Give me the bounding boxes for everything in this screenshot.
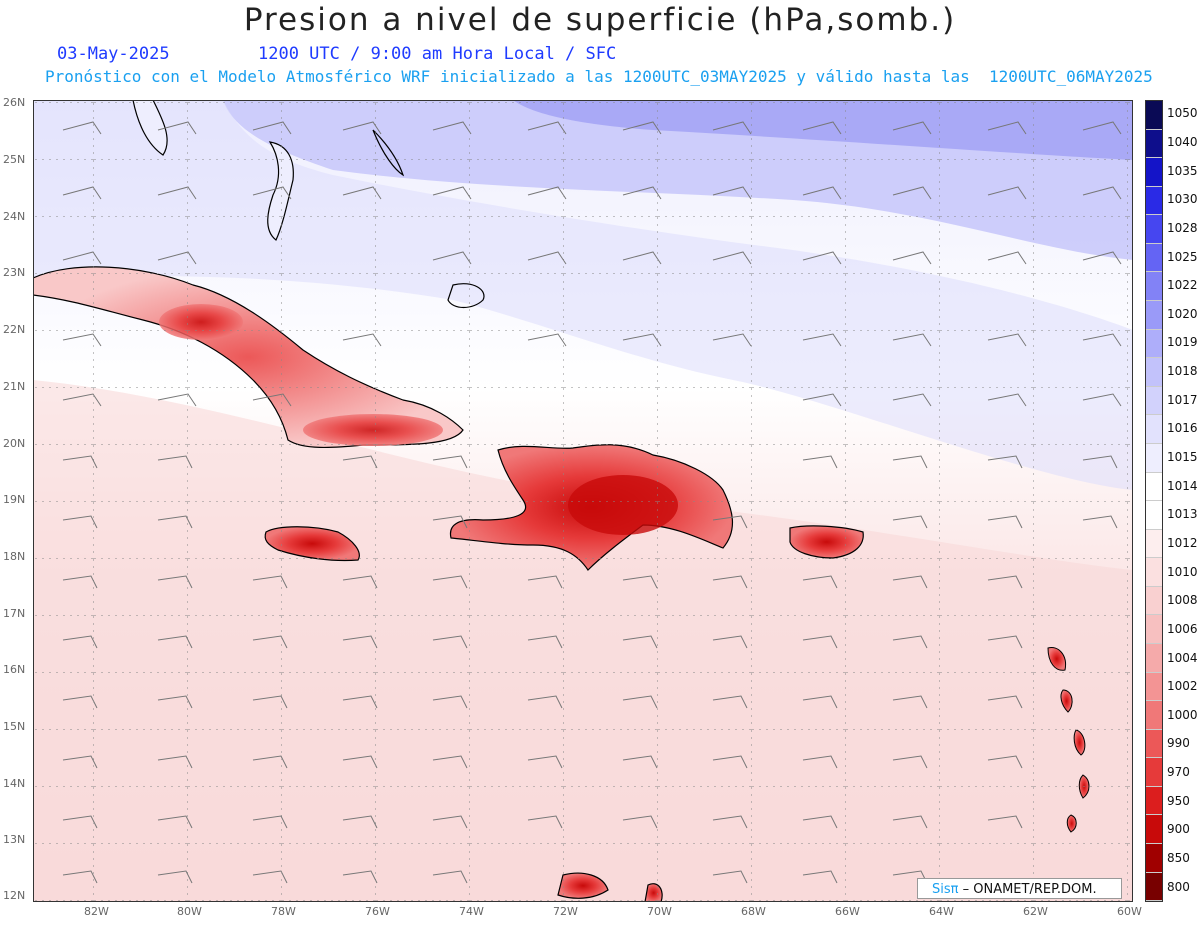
colorbar-cell <box>1146 243 1162 273</box>
colorbar-label: 1015 <box>1167 450 1198 465</box>
lat-label-12n: 12N <box>3 889 26 902</box>
colorbar-cell <box>1146 215 1162 244</box>
sispi-logo: Sisπ <box>932 882 959 897</box>
lon-label-80w: 80W <box>177 905 202 918</box>
colorbar-label: 1014 <box>1167 478 1198 493</box>
colorbar-label: 1018 <box>1167 364 1198 379</box>
lon-label-66w: 66W <box>835 905 860 918</box>
colorbar-label: 1040 <box>1167 134 1198 149</box>
colorbar-label: 1010 <box>1167 564 1198 579</box>
colorbar-cell <box>1146 443 1162 473</box>
colorbar-cell <box>1146 186 1162 216</box>
lon-label-60w: 60W <box>1117 905 1142 918</box>
colorbar-cell <box>1146 672 1162 702</box>
colorbar-cell <box>1146 872 1162 902</box>
colorbar-label: 1002 <box>1167 679 1198 694</box>
colorbar-cell <box>1146 529 1162 559</box>
colorbar-label: 1016 <box>1167 421 1198 436</box>
forecast-time: 1200 UTC / 9:00 am Hora Local / SFC <box>258 44 617 64</box>
pressure-map <box>33 100 1133 902</box>
colorbar-cell <box>1146 643 1162 673</box>
colorbar-cell <box>1146 701 1162 730</box>
colorbar-cell <box>1146 129 1162 159</box>
lon-label-62w: 62W <box>1023 905 1048 918</box>
colorbar-label: 1020 <box>1167 306 1198 321</box>
lon-label-74w: 74W <box>459 905 484 918</box>
lat-label-16n: 16N <box>3 663 26 676</box>
colorbar-cell <box>1146 729 1162 759</box>
lat-label-26n: 26N <box>3 96 26 109</box>
lat-label-18n: 18N <box>3 550 26 563</box>
colorbar-cell <box>1146 415 1162 444</box>
colorbar-cell <box>1146 815 1162 845</box>
lat-label-20n: 20N <box>3 437 26 450</box>
colorbar-cell <box>1146 786 1162 816</box>
lat-label-25n: 25N <box>3 153 26 166</box>
lon-label-70w: 70W <box>647 905 672 918</box>
colorbar-label: 1013 <box>1167 507 1198 522</box>
colorbar-label: 990 <box>1167 736 1190 751</box>
lon-label-78w: 78W <box>271 905 296 918</box>
colorbar-label: 1025 <box>1167 249 1198 264</box>
colorbar-cell <box>1146 501 1162 530</box>
colorbar-label: 1004 <box>1167 650 1198 665</box>
colorbar-cell <box>1146 844 1162 873</box>
colorbar-label: 1000 <box>1167 707 1198 722</box>
colorbar-cell <box>1146 329 1162 359</box>
colorbar-cell <box>1146 386 1162 416</box>
colorbar-label: 1030 <box>1167 192 1198 207</box>
lat-label-13n: 13N <box>3 833 26 846</box>
colorbar-cell <box>1146 615 1162 644</box>
lon-label-68w: 68W <box>741 905 766 918</box>
colorbar-label: 850 <box>1167 851 1190 866</box>
colorbar-label: 900 <box>1167 822 1190 837</box>
colorbar-cell <box>1146 272 1162 302</box>
colorbar-cell <box>1146 358 1162 387</box>
lon-label-64w: 64W <box>929 905 954 918</box>
colorbar-label: 1028 <box>1167 220 1198 235</box>
map-canvas <box>33 100 1133 902</box>
lon-label-72w: 72W <box>553 905 578 918</box>
colorbar-label: 1035 <box>1167 163 1198 178</box>
forecast-date: 03-May-2025 <box>57 44 170 64</box>
pressure-colorbar <box>1145 100 1163 902</box>
lat-label-22n: 22N <box>3 323 26 336</box>
colorbar-cell <box>1146 758 1162 787</box>
colorbar-cell <box>1146 158 1162 187</box>
colorbar-label: 1017 <box>1167 392 1198 407</box>
lat-label-19n: 19N <box>3 493 26 506</box>
lat-label-23n: 23N <box>3 266 26 279</box>
lat-label-21n: 21N <box>3 380 26 393</box>
colorbar-label: 970 <box>1167 765 1190 780</box>
colorbar-cell <box>1146 472 1162 502</box>
map-title: Presion a nivel de superficie (hPa,somb.… <box>243 2 957 38</box>
colorbar-label: 1022 <box>1167 278 1198 293</box>
colorbar-label: 1012 <box>1167 535 1198 550</box>
credit-box: Sisπ – ONAMET/REP.DOM. <box>917 878 1122 899</box>
colorbar-label: 1006 <box>1167 621 1198 636</box>
lon-label-76w: 76W <box>365 905 390 918</box>
colorbar-cell <box>1146 586 1162 616</box>
colorbar-label: 1019 <box>1167 335 1198 350</box>
lat-label-17n: 17N <box>3 607 26 620</box>
forecast-subtitle: Pronóstico con el Modelo Atmosférico WRF… <box>45 67 1153 86</box>
colorbar-label: 800 <box>1167 879 1190 894</box>
lat-lon-grid <box>33 100 1133 902</box>
lat-label-15n: 15N <box>3 720 26 733</box>
colorbar-cell <box>1146 558 1162 587</box>
colorbar-label: 1050 <box>1167 106 1198 121</box>
colorbar-cell <box>1146 301 1162 330</box>
colorbar-cell <box>1146 101 1162 130</box>
colorbar-label: 1008 <box>1167 593 1198 608</box>
colorbar-label: 950 <box>1167 793 1190 808</box>
credit-org: – ONAMET/REP.DOM. <box>962 882 1097 897</box>
lat-label-14n: 14N <box>3 777 26 790</box>
lat-label-24n: 24N <box>3 210 26 223</box>
lon-label-82w: 82W <box>84 905 109 918</box>
